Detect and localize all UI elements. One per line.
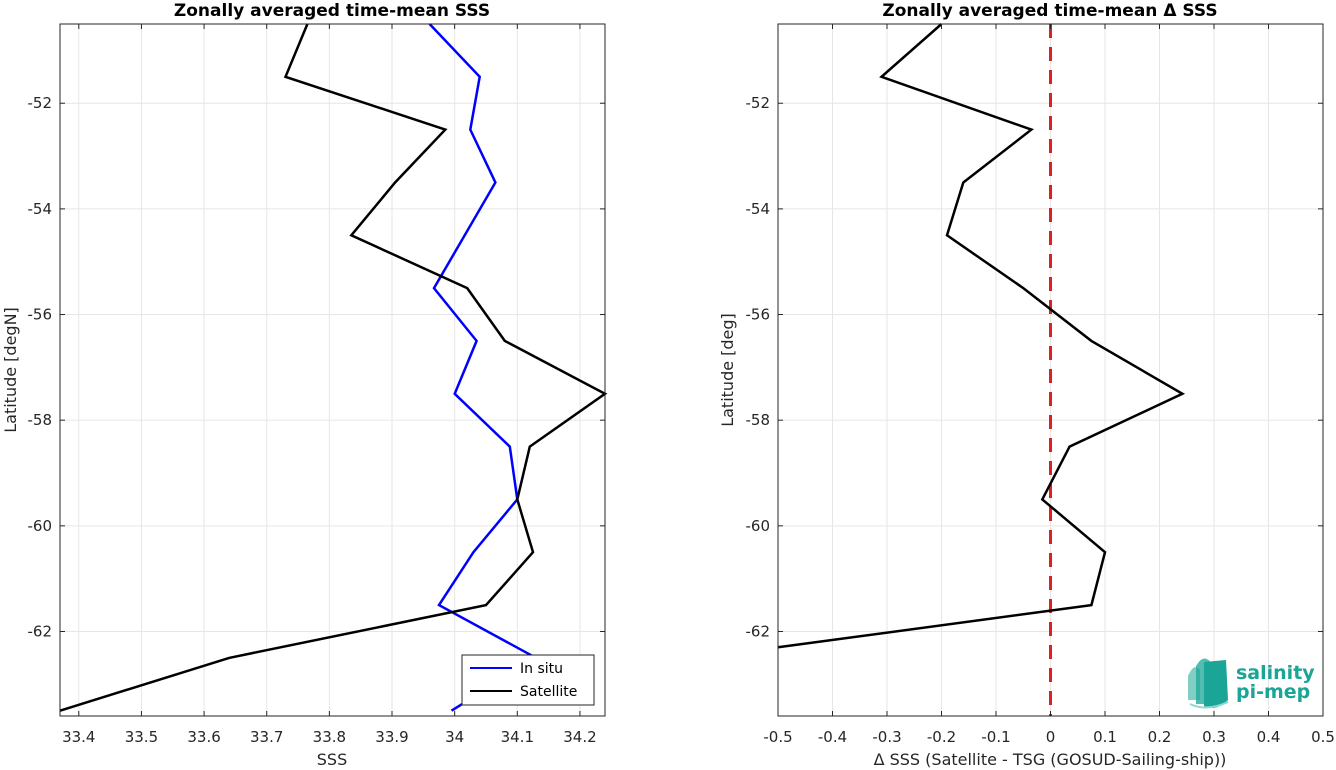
right-xtick-label: 0.3 (1202, 728, 1226, 746)
right-ytick-label: -52 (746, 94, 771, 112)
left-xtick-label: 33.4 (62, 728, 95, 746)
left-xtick-label: 33.8 (313, 728, 346, 746)
left-xtick-label: 33.9 (375, 728, 408, 746)
right-xtick-label: -0.2 (927, 728, 956, 746)
left-series-line-in-situ (428, 23, 539, 712)
right-xtick-label: 0.4 (1257, 728, 1281, 746)
left-xtick-label: 34 (445, 728, 464, 746)
left-xtick-label: 33.5 (125, 728, 158, 746)
legend: In situ Satellite (461, 654, 595, 706)
right-chart-title: Zonally averaged time-mean Δ SSS (882, 1, 1217, 21)
left-panel: 33.4 33.5 33.6 33.7 33.8 33.9 34 34.1 34.2 -52-5… (1, 1, 608, 769)
left-x-axis-label: SSS (317, 750, 347, 769)
left-y-axis-label: Latitude [degN] (1, 307, 20, 433)
legend-label-in-situ: In situ (520, 661, 563, 677)
right-xtick-label: 0.2 (1148, 728, 1172, 746)
right-ytick-label: -54 (746, 200, 771, 218)
right-series-line-delta-sss (777, 23, 1186, 649)
left-ytick-label: -54 (28, 200, 53, 218)
right-xtick-label: -0.1 (981, 728, 1010, 746)
left-axes-box (59, 23, 606, 717)
left-xtick-label: 34.2 (563, 728, 596, 746)
right-ytick-label: -62 (746, 622, 771, 640)
left-ytick-label: -52 (28, 94, 53, 112)
logo-text-line2: pi-mep (1236, 681, 1310, 703)
legend-label-satellite: Satellite (520, 684, 577, 700)
left-chart-title: Zonally averaged time-mean SSS (174, 1, 490, 21)
right-ytick-label: -56 (746, 306, 771, 324)
right-xtick-label: 0.5 (1311, 728, 1335, 746)
right-series-group (777, 23, 1186, 649)
left-ytick-group: -52 -54 -56 -58 -60 -62 (28, 94, 605, 640)
right-xtick-group: -0.5 -0.4 -0.3 -0.2 -0.1 0 0.1 0.2 0.3 0.4 0.5 (763, 24, 1335, 746)
left-xtick-label: 33.7 (250, 728, 283, 746)
salinity-pi-mep-logo: salinity pi-mep (1188, 658, 1315, 709)
right-xtick-label: -0.4 (818, 728, 847, 746)
left-series-group (59, 23, 608, 712)
right-xtick-label: -0.5 (763, 728, 792, 746)
left-ytick-label: -56 (28, 306, 53, 324)
logo-text-line1: salinity (1236, 662, 1315, 684)
right-xtick-label: -0.3 (872, 728, 901, 746)
right-ytick-label: -58 (746, 411, 771, 429)
right-ytick-group: -52 -54 -56 -58 -60 -62 (746, 94, 1323, 640)
left-grid (60, 24, 605, 716)
right-x-axis-label: Δ SSS (Satellite - TSG (GOSUD-Sailing-sh… (874, 750, 1227, 769)
left-ytick-label: -60 (28, 517, 53, 535)
left-xtick-group: 33.4 33.5 33.6 33.7 33.8 33.9 34 34.1 34.2 (62, 24, 597, 746)
right-xtick-label: 0 (1046, 728, 1056, 746)
right-y-axis-label: Latitude [deg] (718, 313, 737, 427)
right-xtick-label: 0.1 (1093, 728, 1117, 746)
left-ytick-label: -62 (28, 622, 53, 640)
right-panel: -0.5 -0.4 -0.3 -0.2 -0.1 0 0.1 0.2 0.3 0.4 0.5 -52… (718, 1, 1335, 769)
left-xtick-label: 33.6 (187, 728, 220, 746)
left-ytick-label: -58 (28, 411, 53, 429)
left-plot-area (60, 24, 605, 716)
legend-box (461, 654, 595, 706)
left-series-line-satellite (59, 23, 608, 712)
logo-wave-icon (1188, 658, 1229, 709)
right-ytick-label: -60 (746, 517, 771, 535)
left-xtick-label: 34.1 (501, 728, 534, 746)
